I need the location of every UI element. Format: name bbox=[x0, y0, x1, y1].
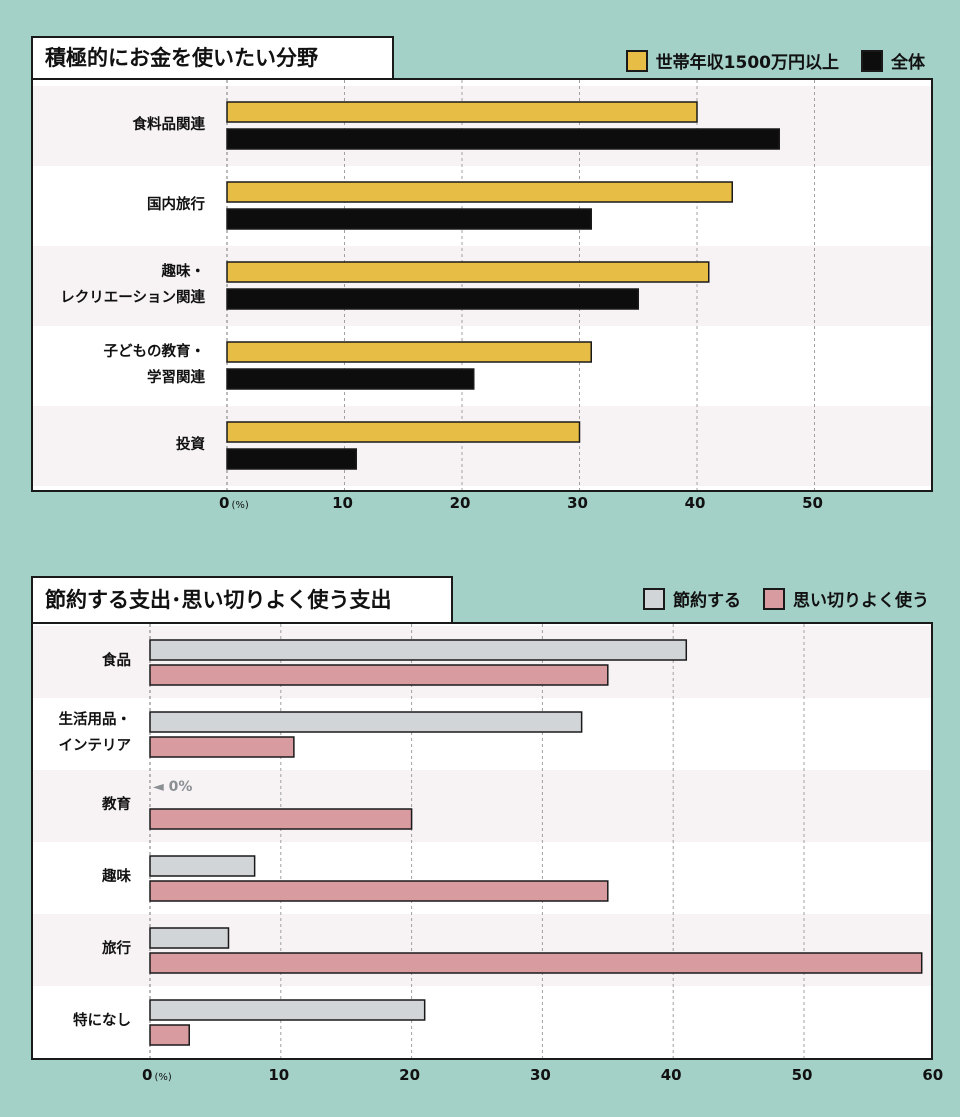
bar-high-income bbox=[226, 261, 710, 283]
x-tick-value: 60 bbox=[922, 1066, 944, 1084]
legend-label-save: 節約する bbox=[673, 591, 741, 611]
x-tick-label: 20 bbox=[450, 494, 471, 512]
category-label: 教育 bbox=[102, 797, 131, 813]
chart-2-svg bbox=[33, 624, 931, 1058]
bar-spend bbox=[149, 808, 413, 830]
category-band bbox=[33, 914, 931, 986]
x-tick-unit: (%) bbox=[154, 1072, 172, 1083]
bar-spend bbox=[149, 736, 295, 758]
chart-1-title: 積極的にお金を使いたい分野 bbox=[31, 36, 394, 80]
chart-1: 積極的にお金を使いたい分野 世帯年収1500万円以上 全体 食料品関連国内旅行趣… bbox=[31, 36, 933, 516]
legend-swatch-spend bbox=[763, 587, 785, 610]
category-band bbox=[33, 626, 931, 698]
category-label: 食料品関連 bbox=[132, 117, 206, 133]
bar-high-income bbox=[226, 421, 581, 443]
category-label: 投資 bbox=[176, 437, 205, 453]
x-tick-value: 0 bbox=[142, 1066, 153, 1084]
x-tick-value: 50 bbox=[791, 1066, 813, 1084]
bar-high-income bbox=[226, 101, 698, 123]
bar-save bbox=[149, 999, 426, 1021]
category-label: 趣味 bbox=[102, 869, 131, 885]
x-tick-unit: (%) bbox=[231, 500, 249, 511]
x-tick-label: 10 bbox=[268, 1066, 289, 1084]
x-tick-value: 30 bbox=[567, 494, 588, 512]
x-tick-value: 10 bbox=[332, 494, 353, 512]
x-tick-label: 50 bbox=[802, 494, 823, 512]
bar-high-income bbox=[226, 341, 592, 363]
category-label: 国内旅行 bbox=[147, 197, 205, 213]
x-tick-label: 40 bbox=[661, 1066, 682, 1084]
chart-2-title: 節約する支出･思い切りよく使う支出 bbox=[31, 576, 453, 624]
bar-spend bbox=[149, 664, 609, 686]
x-tick-value: 20 bbox=[449, 494, 471, 512]
x-tick-label: 0 (%) bbox=[219, 494, 249, 512]
category-label: 趣味・ レクリエーション関連 bbox=[60, 264, 205, 306]
legend-item-spend: 思い切りよく使う bbox=[763, 586, 929, 611]
legend-label-high-income: 世帯年収1500万円以上 bbox=[655, 53, 839, 73]
legend-label-spend: 思い切りよく使う bbox=[793, 591, 929, 611]
x-tick-value: 30 bbox=[529, 1066, 551, 1084]
x-tick-label: 20 bbox=[399, 1066, 420, 1084]
chart-2: 節約する支出･思い切りよく使う支出 節約する 思い切りよく使う 食品生活用品・ … bbox=[31, 576, 943, 1088]
legend-item-save: 節約する bbox=[643, 586, 741, 611]
category-band bbox=[33, 246, 931, 326]
category-label: 旅行 bbox=[102, 941, 131, 957]
legend-swatch-save bbox=[643, 587, 665, 610]
bar-all bbox=[226, 208, 592, 230]
legend-label-all: 全体 bbox=[891, 53, 925, 73]
bar-spend bbox=[149, 952, 923, 974]
x-tick-value: 10 bbox=[268, 1066, 290, 1084]
category-label: 特になし bbox=[73, 1013, 131, 1029]
legend-item-high-income: 世帯年収1500万円以上 bbox=[625, 48, 839, 73]
category-label: 子どもの教育・ 学習関連 bbox=[103, 344, 206, 386]
x-tick-label: 40 bbox=[685, 494, 706, 512]
bar-all bbox=[226, 288, 639, 310]
category-band bbox=[33, 406, 931, 486]
category-band bbox=[33, 86, 931, 166]
bar-save bbox=[149, 855, 256, 877]
chart-1-svg bbox=[33, 80, 931, 490]
category-band bbox=[33, 770, 931, 842]
chart-1-legend: 世帯年収1500万円以上 全体 bbox=[625, 48, 925, 73]
bar-all bbox=[226, 368, 475, 390]
bar-save bbox=[149, 711, 583, 733]
x-tick-label: 50 bbox=[792, 1066, 813, 1084]
x-tick-value: 20 bbox=[399, 1066, 421, 1084]
x-tick-value: 40 bbox=[660, 1066, 682, 1084]
bar-spend bbox=[149, 1024, 190, 1046]
chart-1-plot-area bbox=[31, 78, 933, 492]
legend-swatch-all bbox=[861, 49, 883, 72]
bar-save bbox=[149, 927, 230, 949]
x-tick-label: 0 (%) bbox=[142, 1066, 172, 1084]
zero-percent-note: ◄ 0% bbox=[153, 779, 193, 795]
legend-swatch-high-income bbox=[625, 49, 648, 72]
chart-2-plot-area bbox=[31, 622, 933, 1060]
x-tick-value: 50 bbox=[802, 494, 823, 512]
x-tick-label: 60 bbox=[922, 1066, 943, 1084]
x-tick-label: 30 bbox=[530, 1066, 551, 1084]
bar-save bbox=[149, 639, 688, 661]
bar-spend bbox=[149, 880, 609, 902]
bar-high-income bbox=[226, 181, 733, 203]
legend-item-all: 全体 bbox=[861, 48, 925, 73]
x-tick-value: 0 bbox=[219, 494, 230, 512]
chart-2-legend: 節約する 思い切りよく使う bbox=[643, 586, 929, 611]
bar-all bbox=[226, 128, 780, 150]
x-tick-label: 30 bbox=[567, 494, 588, 512]
x-tick-value: 40 bbox=[684, 494, 706, 512]
category-label: 食品 bbox=[102, 653, 131, 669]
category-label: 生活用品・ インテリア bbox=[58, 712, 132, 754]
bar-all bbox=[226, 448, 357, 470]
x-tick-label: 10 bbox=[332, 494, 353, 512]
